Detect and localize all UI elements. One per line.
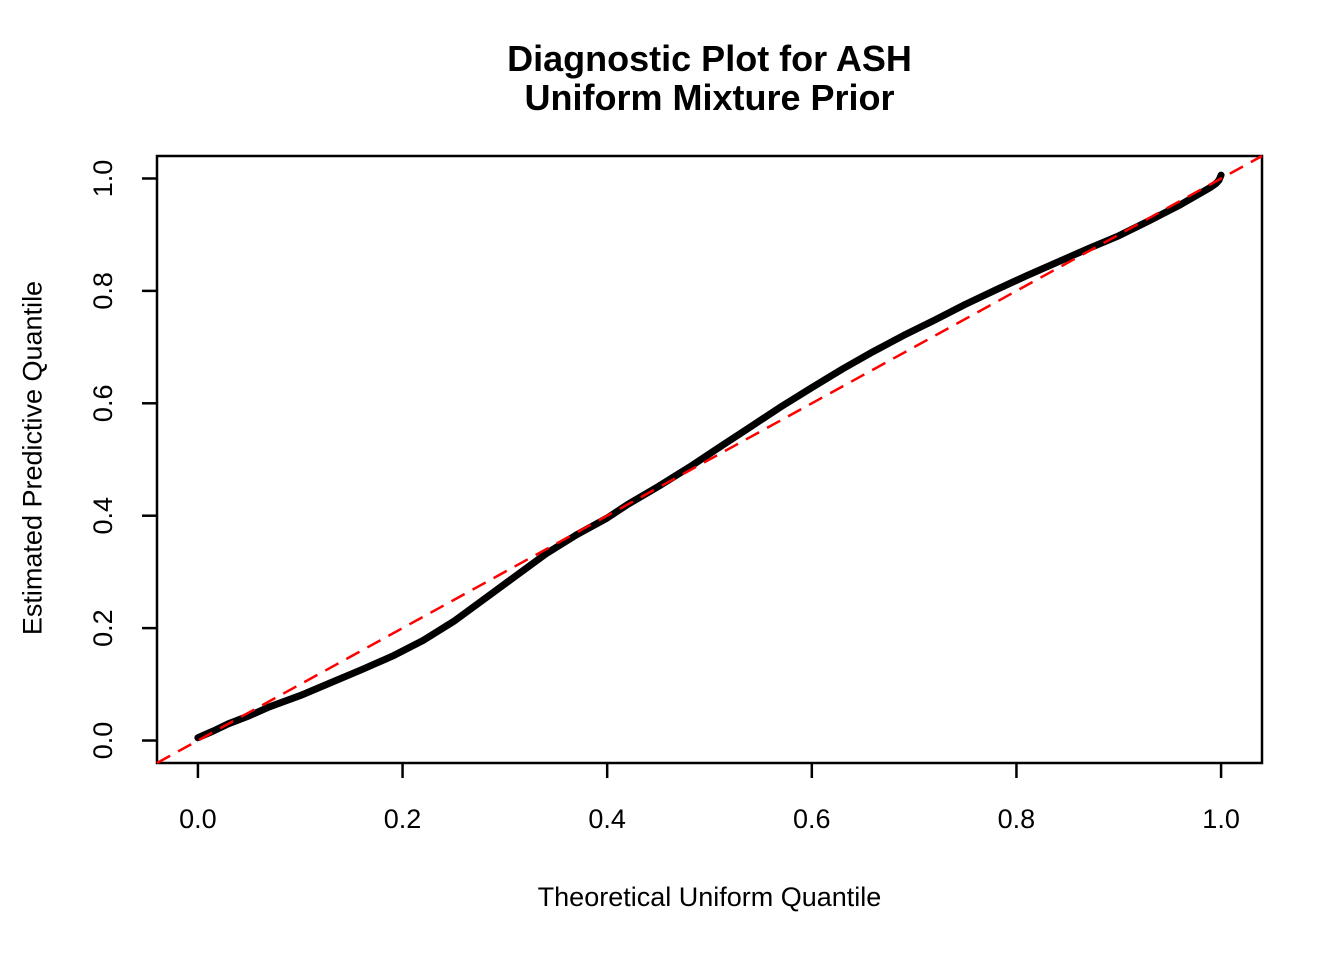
y-axis-tick-label: 1.0: [88, 160, 118, 198]
x-axis-tick-label: 0.0: [179, 804, 217, 834]
x-axis-tick-label: 0.2: [384, 804, 422, 834]
plot-border: [155, 154, 1264, 765]
y-axis-label: Estimated Predictive Quantile: [17, 280, 48, 636]
y-axis-tick-label: 0.2: [88, 609, 118, 647]
x-axis-tick-label: 0.4: [588, 804, 626, 834]
y-axis-tick-label: 0.4: [88, 497, 118, 535]
x-axis-tick-label: 1.0: [1202, 804, 1240, 834]
chart-title-line2: Uniform Mixture Prior: [524, 77, 895, 118]
y-axis-tick-label: 0.8: [88, 272, 118, 310]
diagnostic-curve: [194, 171, 1225, 742]
reference-diagonal-line: [156, 154, 1263, 765]
y-axis-tick-label: 0.6: [88, 385, 118, 423]
x-axis-tick-label: 0.8: [998, 804, 1036, 834]
y-axis-tick-label: 0.0: [88, 722, 118, 760]
x-axis-tick-label: 0.6: [793, 804, 831, 834]
x-axis-label: Theoretical Uniform Quantile: [537, 882, 882, 912]
chart-title-line1: Diagnostic Plot for ASH: [507, 38, 912, 79]
